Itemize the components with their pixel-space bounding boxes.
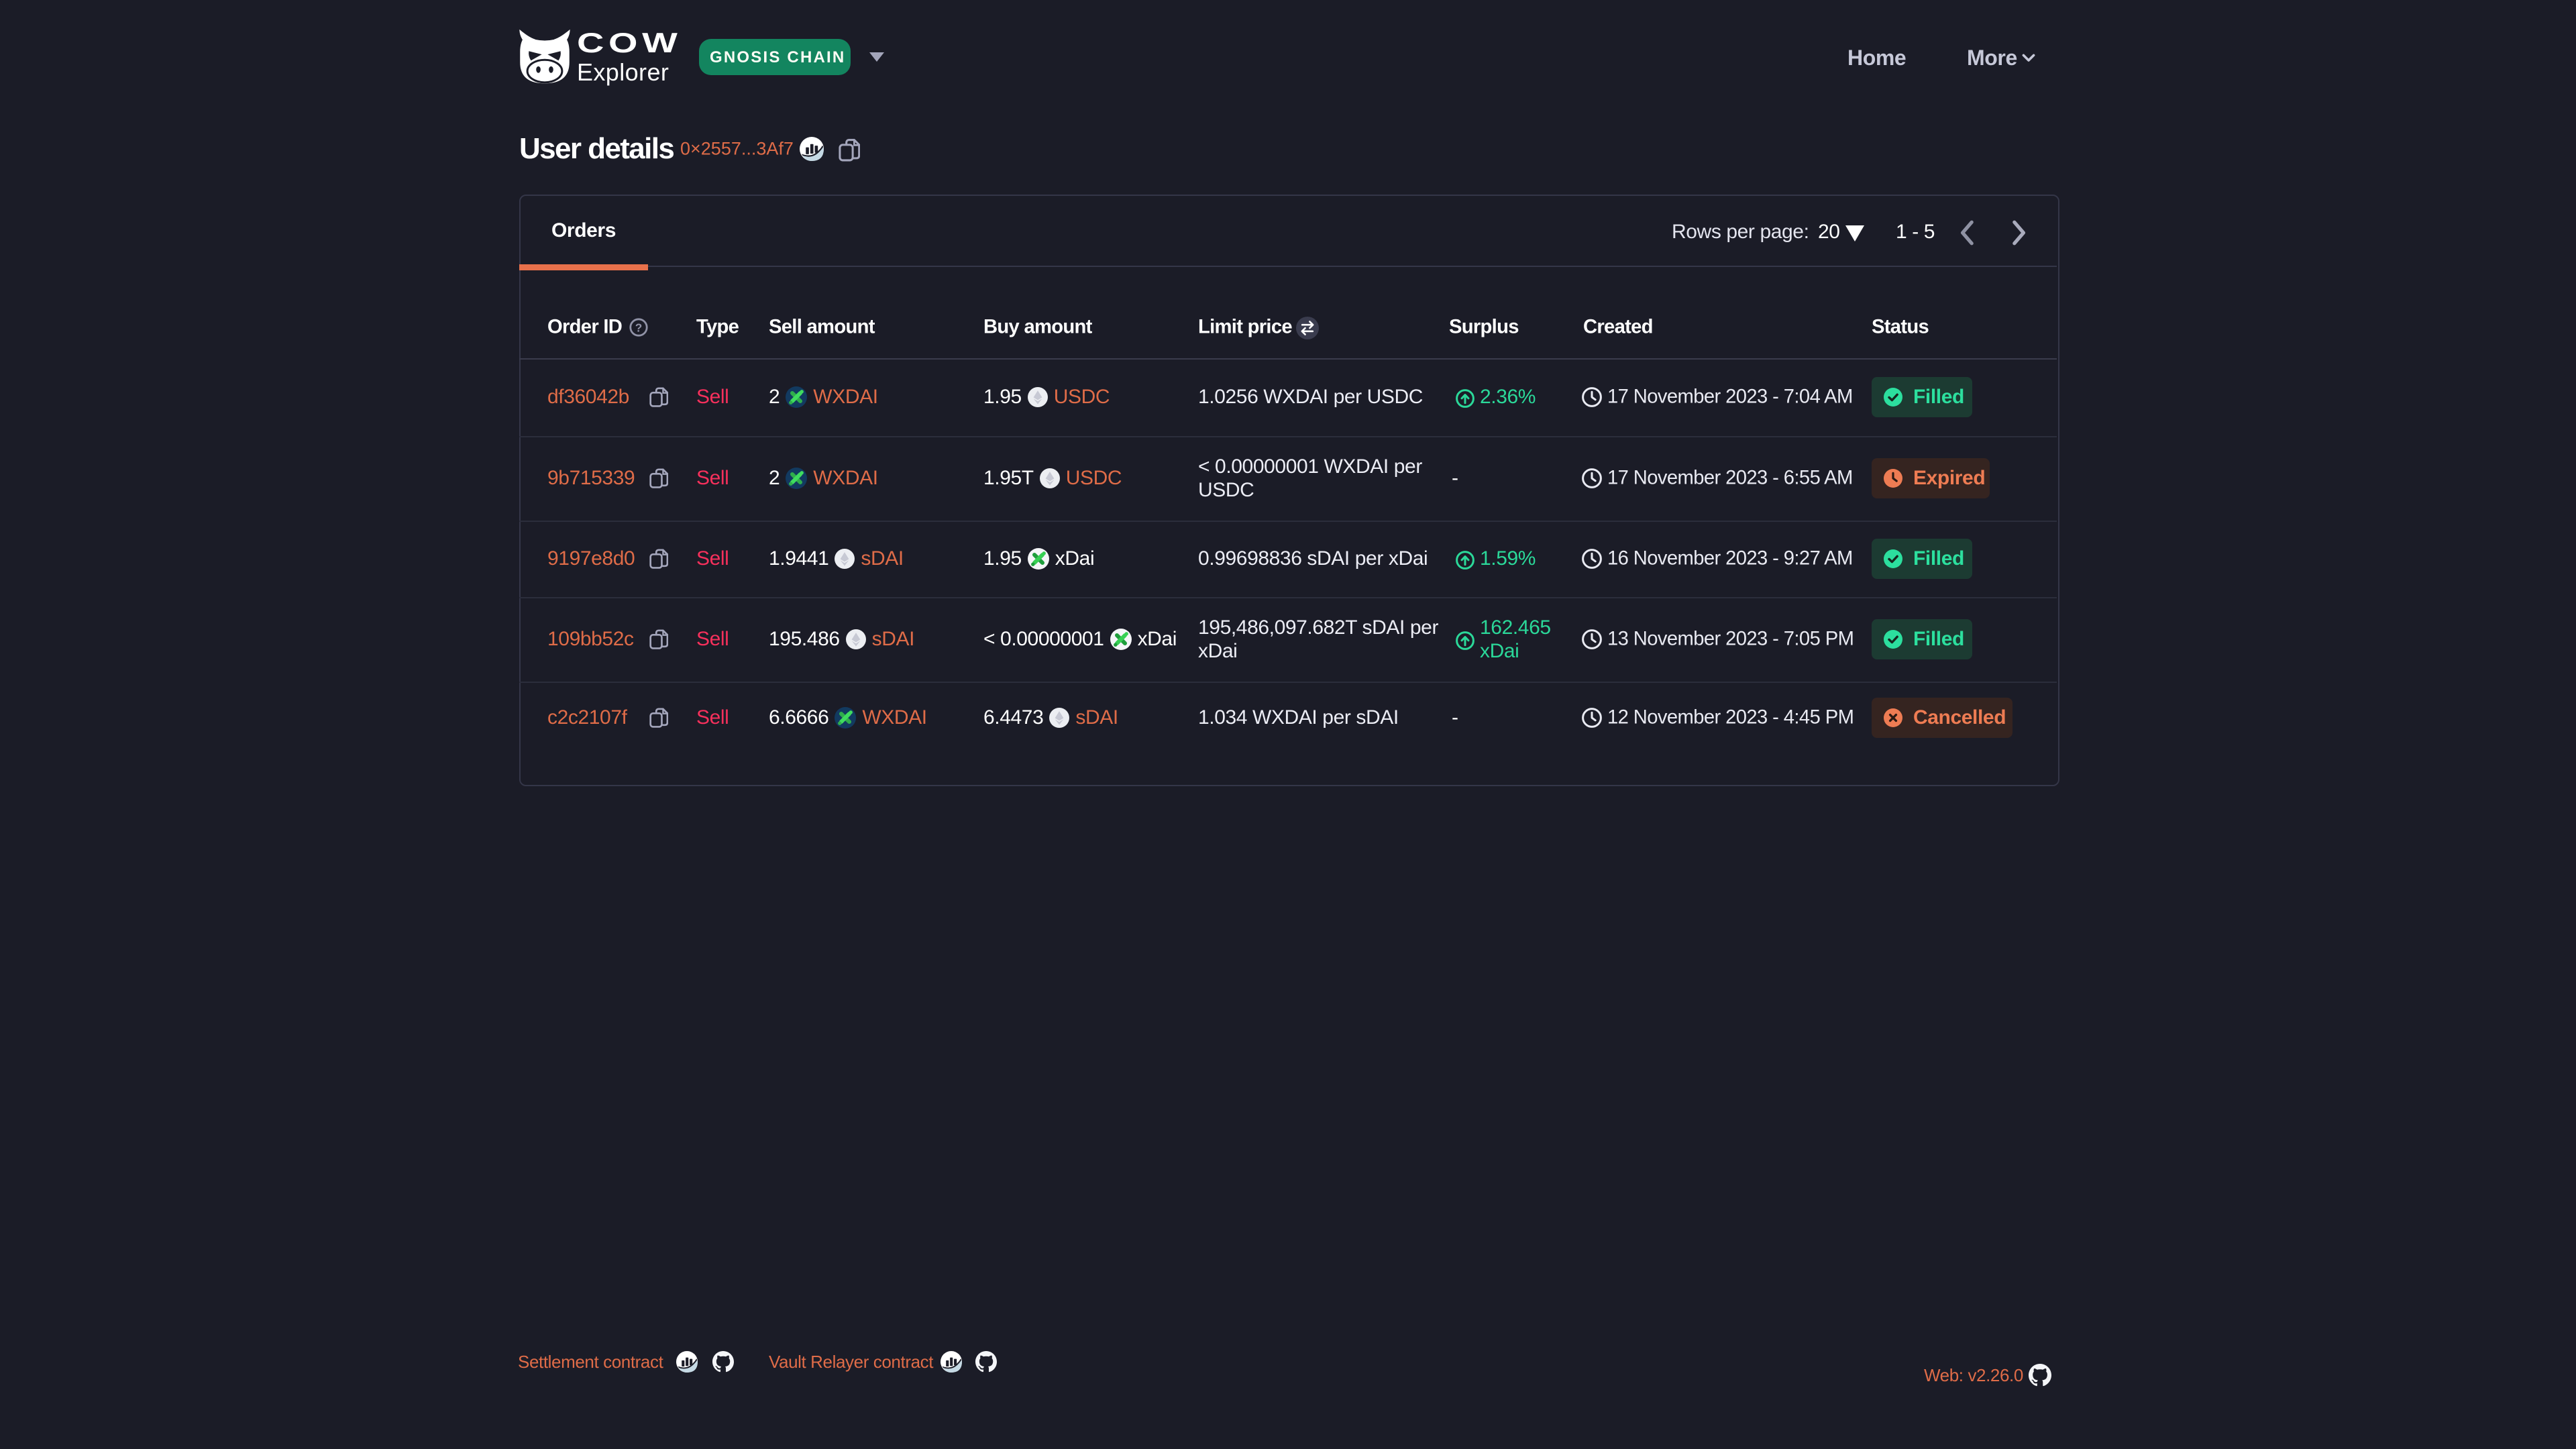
svg-text:?: ? [635,321,643,334]
